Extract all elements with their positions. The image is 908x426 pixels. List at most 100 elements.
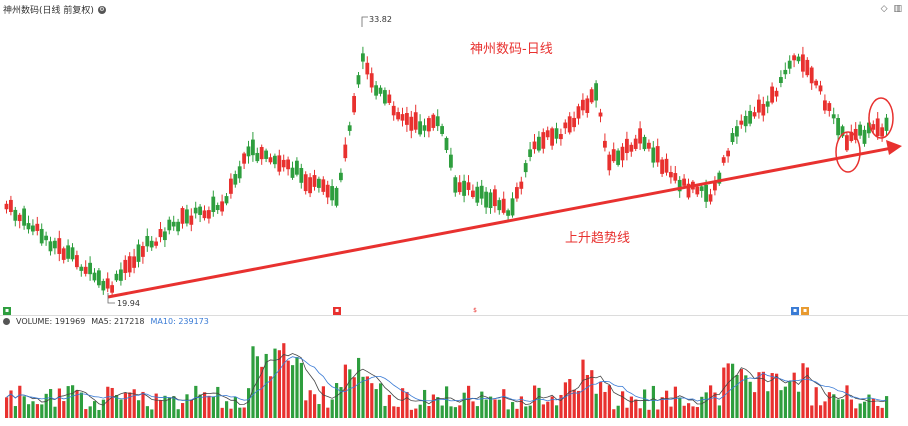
candle-body: [862, 129, 867, 144]
volume-bar: [537, 387, 541, 418]
volume-bar: [233, 396, 237, 418]
candle-body: [277, 155, 282, 172]
volume-bar: [260, 366, 264, 418]
volume-bar: [814, 387, 818, 418]
volume-bar: [22, 396, 26, 418]
volume-bar: [612, 409, 616, 418]
volume-bar: [739, 369, 743, 418]
low-price-leader: [107, 293, 115, 304]
volume-bar: [577, 390, 581, 418]
volume-bar: [216, 386, 220, 418]
settings-icon[interactable]: ⚙: [97, 5, 106, 14]
volume-bar: [150, 409, 154, 418]
event-marker-icon[interactable]: ▪: [801, 307, 809, 315]
candle-body: [378, 87, 383, 94]
volume-bar: [392, 406, 396, 418]
volume-bar: [621, 391, 625, 418]
candle-body: [387, 94, 392, 103]
volume-bar: [101, 399, 105, 418]
volume-bar: [603, 391, 607, 418]
volume-bar: [735, 374, 739, 418]
volume-bar: [519, 396, 523, 418]
chart-title: 神州数码(日线 前复权): [3, 6, 94, 16]
settings-icon[interactable]: [3, 318, 10, 325]
volume-bar: [229, 408, 233, 418]
chart-title-bar: 神州数码(日线 前复权) ⚙: [3, 3, 106, 16]
event-marker-icon[interactable]: ▪: [333, 307, 341, 315]
candle-body: [22, 208, 27, 226]
candle-body: [264, 150, 269, 159]
candle-body: [479, 185, 484, 199]
volume-bar: [5, 397, 9, 418]
volume-bar: [656, 409, 660, 418]
candle-body: [752, 112, 757, 117]
volume-bar: [761, 371, 765, 418]
candle-body: [30, 225, 35, 232]
volume-bar: [599, 381, 603, 418]
volume-bar: [502, 389, 506, 418]
candle-body: [316, 178, 321, 188]
volume-bar: [295, 357, 299, 418]
volume-bar: [414, 408, 418, 418]
candle-body: [136, 244, 141, 262]
candle-body: [184, 209, 189, 224]
volume-bar: [128, 392, 132, 418]
volume-bar: [660, 397, 664, 418]
event-marker-icon[interactable]: ▪: [3, 307, 11, 315]
volume-bar: [854, 408, 858, 418]
candle-body: [801, 54, 805, 72]
volume-bar: [286, 360, 290, 418]
candle-body: [748, 110, 752, 124]
candle-body: [127, 256, 132, 273]
volume-bar: [757, 372, 761, 418]
candle-body: [537, 136, 541, 151]
candle-body: [409, 116, 414, 131]
candle-body: [347, 125, 352, 131]
candle-body: [669, 172, 673, 178]
candle-body: [453, 177, 458, 193]
candle-body: [682, 178, 686, 186]
candle-body: [228, 178, 233, 194]
volume-bars: [5, 343, 889, 418]
volume-bar: [863, 401, 867, 418]
candle-body: [572, 117, 576, 128]
volume-bar: [440, 405, 444, 418]
volume-bar: [585, 374, 589, 418]
candle-body: [202, 210, 207, 219]
volume-bar: [436, 397, 440, 418]
candle-body: [119, 269, 123, 281]
event-marker-icon[interactable]: ▪: [791, 307, 799, 315]
volume-bar: [841, 399, 845, 418]
volume-bar: [75, 390, 79, 418]
volume-bar: [832, 394, 836, 418]
diamond-icon[interactable]: ◇: [880, 4, 888, 14]
volume-bar: [145, 406, 149, 418]
volume-bar: [335, 383, 339, 418]
candle-body: [338, 172, 343, 181]
candle-body: [396, 112, 401, 120]
volume-bar: [13, 406, 17, 418]
volume-bar: [119, 399, 123, 418]
candle-body: [783, 69, 788, 75]
candle-body: [699, 186, 704, 191]
volume-bar: [607, 385, 611, 418]
volume-bar: [304, 400, 308, 418]
volume-bar: [467, 385, 471, 418]
candle-body: [343, 144, 348, 159]
candle-body: [374, 85, 379, 96]
volume-bar: [541, 404, 545, 418]
volume-bar: [673, 386, 677, 418]
volume-bar: [766, 391, 770, 418]
volume-bar: [810, 405, 814, 418]
candle-body: [242, 153, 247, 164]
candle-body: [330, 186, 335, 201]
volume-bar: [40, 404, 44, 418]
candle-body: [836, 118, 840, 136]
trend-line-label: 上升趋势线: [565, 231, 631, 246]
candle-body: [796, 56, 801, 62]
volume-bar: [383, 405, 387, 418]
event-marker-icon[interactable]: $: [473, 307, 477, 314]
panel-icon[interactable]: ▥: [893, 4, 902, 14]
volume-bar: [458, 405, 462, 418]
